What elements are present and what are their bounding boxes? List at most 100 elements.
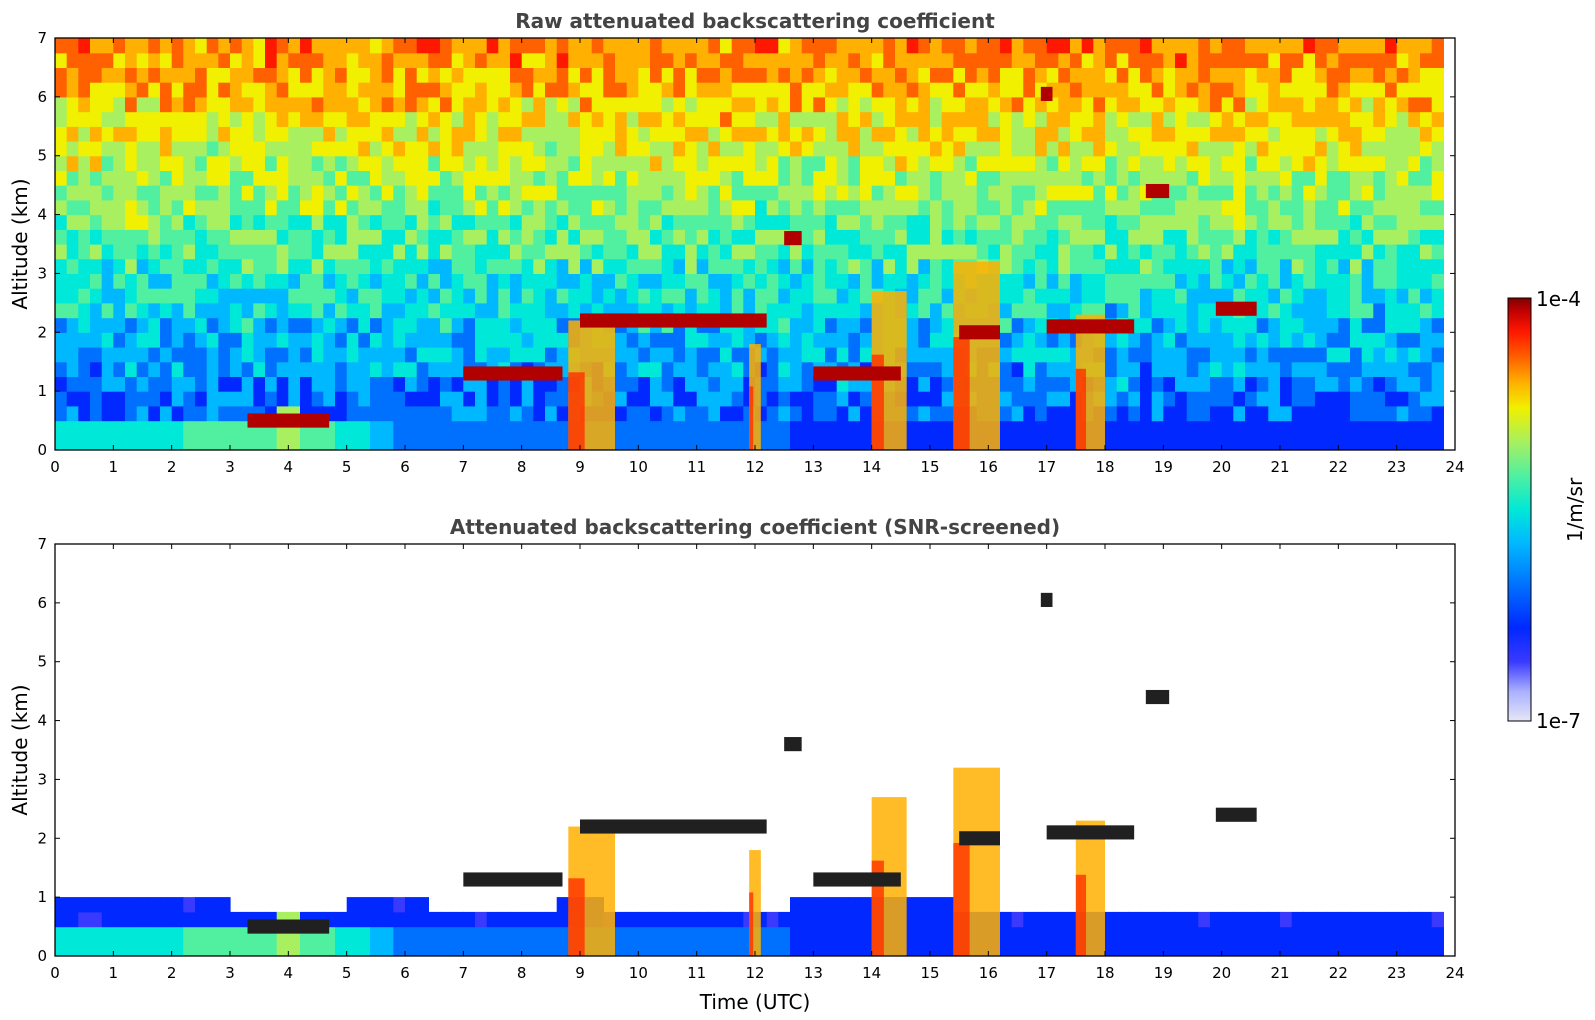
heatmap-cell: [405, 244, 418, 260]
heatmap-cell: [661, 96, 674, 113]
heatmap-cell: [1256, 258, 1269, 274]
heatmap-cell: [696, 244, 709, 260]
heatmap-cell: [55, 302, 68, 319]
heatmap-cell: [1210, 229, 1223, 245]
heatmap-cell: [265, 199, 278, 216]
heatmap-cell: [276, 376, 289, 392]
heatmap-cell: [930, 141, 943, 157]
heatmap-cell: [836, 126, 849, 142]
heatmap-cell: [498, 420, 511, 436]
heatmap-cell: [1116, 67, 1129, 83]
heatmap-cell: [206, 244, 219, 260]
heatmap-cell: [113, 126, 126, 142]
heatmap-cell: [393, 126, 406, 142]
heatmap-cell: [416, 52, 429, 68]
heatmap-cell: [288, 244, 301, 260]
heatmap-cell: [906, 244, 919, 260]
heatmap-cell: [288, 82, 301, 98]
heatmap-cell: [230, 199, 243, 216]
heatmap-cell: [685, 126, 698, 142]
heatmap-cell: [848, 244, 861, 260]
heatmap-cell: [160, 941, 173, 956]
heatmap-cell: [1035, 332, 1048, 348]
heatmap-cell: [860, 435, 873, 450]
heatmap-cell: [101, 391, 114, 407]
heatmap-cell: [510, 214, 523, 230]
heatmap-cell: [801, 38, 814, 54]
heatmap-cell: [1011, 155, 1024, 171]
heatmap-cell: [1396, 52, 1409, 68]
heatmap-cell: [1116, 82, 1129, 98]
heatmap-cell: [463, 67, 476, 83]
heatmap-cell: [603, 258, 616, 274]
heatmap-cell: [988, 199, 1001, 216]
heatmap-cell: [405, 170, 418, 186]
heatmap-cell: [813, 347, 826, 363]
heatmap-cell: [346, 302, 359, 319]
heatmap-cell: [1000, 347, 1013, 363]
heatmap-cell: [160, 52, 173, 68]
heatmap-cell: [638, 391, 651, 407]
heatmap-cell: [813, 38, 826, 54]
heatmap-cell: [731, 199, 744, 216]
heatmap-cell: [871, 141, 884, 157]
cloud-layer: [1046, 319, 1135, 334]
heatmap-cell: [171, 926, 184, 942]
heatmap-cell: [650, 155, 663, 171]
heatmap-cell: [1128, 435, 1141, 450]
heatmap-cell: [171, 199, 184, 216]
heatmap-cell: [125, 376, 138, 392]
heatmap-cell: [545, 273, 558, 289]
heatmap-cell: [790, 941, 803, 956]
heatmap-cell: [1058, 405, 1071, 422]
heatmap-cell: [1268, 67, 1281, 83]
heatmap-cell: [358, 405, 371, 422]
x-tick-label: 20: [1212, 458, 1231, 476]
heatmap-cell: [1396, 911, 1409, 928]
heatmap-cell: [615, 67, 628, 83]
heatmap-cell: [1081, 38, 1094, 54]
heatmap-cell: [1070, 52, 1083, 68]
heatmap-cell: [825, 214, 838, 230]
heatmap-cell: [136, 926, 149, 942]
heatmap-cell: [1000, 317, 1013, 333]
heatmap-cell: [253, 347, 266, 363]
heatmap-cell: [451, 941, 464, 956]
heatmap-cell: [346, 199, 359, 216]
heatmap-cell: [148, 229, 161, 245]
heatmap-cell: [1420, 317, 1433, 333]
heatmap-cell: [801, 288, 814, 304]
heatmap-cell: [766, 288, 779, 304]
heatmap-cell: [101, 302, 114, 319]
heatmap-cell: [1245, 155, 1258, 171]
heatmap-cell: [66, 82, 79, 98]
heatmap-cell: [171, 347, 184, 363]
heatmap-cell: [1280, 288, 1293, 304]
heatmap-cell: [405, 941, 418, 956]
heatmap-cell: [66, 926, 79, 942]
heatmap-cell: [836, 258, 849, 274]
heatmap-cell: [1408, 926, 1421, 942]
cloud-layer: [247, 919, 330, 934]
heatmap-cell: [101, 126, 114, 142]
heatmap-cell: [941, 926, 954, 942]
heatmap-cell: [1245, 258, 1258, 274]
heatmap-cell: [440, 332, 453, 348]
heatmap-cell: [836, 229, 849, 245]
heatmap-cell: [1385, 185, 1398, 201]
heatmap-cell: [871, 67, 884, 83]
heatmap-cell: [1268, 170, 1281, 186]
heatmap-cell: [988, 170, 1001, 186]
cloud-layer: [1040, 592, 1053, 607]
heatmap-cell: [1011, 38, 1024, 54]
heatmap-cell: [1140, 288, 1153, 304]
heatmap-cell: [696, 67, 709, 83]
heatmap-cell: [311, 111, 324, 127]
heatmap-cell: [136, 376, 149, 392]
heatmap-cell: [521, 288, 534, 304]
heatmap-cell: [720, 405, 733, 422]
heatmap-cell: [708, 229, 721, 245]
heatmap-cell: [428, 288, 441, 304]
heatmap-cell: [1268, 361, 1281, 377]
heatmap-cell: [615, 52, 628, 68]
